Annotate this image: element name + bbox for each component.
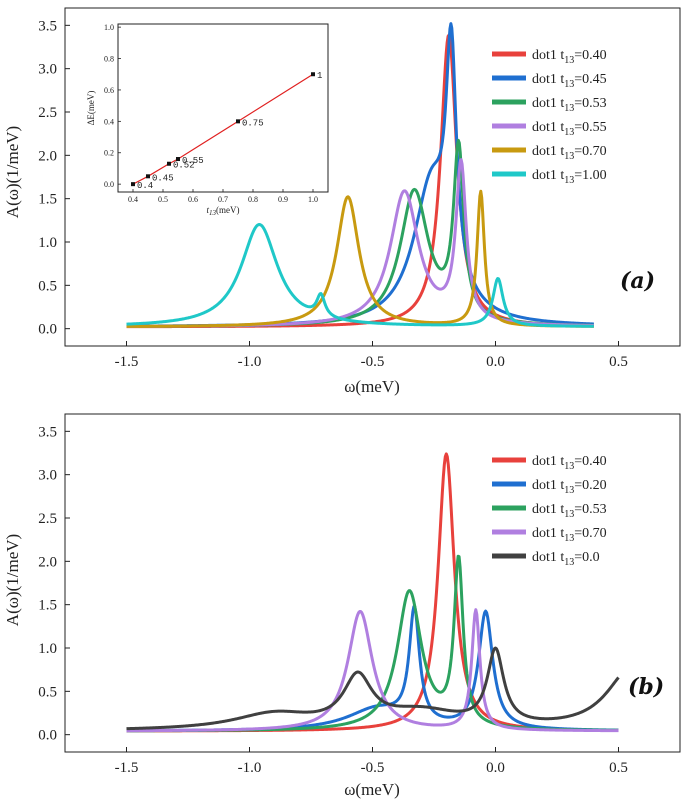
y-axis-ticks: 0.0 0.5 1.0 1.5 2.0 2.5 3.0 3.5: [38, 424, 70, 744]
y-tick-label: 0.0: [38, 322, 57, 338]
inset-y-tick-label: 0.8: [104, 55, 114, 64]
inset-x-tick-label: 0.4: [128, 195, 138, 204]
y-tick-label: 0.5: [38, 278, 57, 294]
inset-x-tick-label: 0.8: [248, 195, 258, 204]
inset-point-2: [167, 161, 171, 166]
inset-y-tick-label: 0.2: [104, 149, 114, 158]
inset-plot: 0.4 0.5 0.6 0.7 0.8 0.9 1.0 0.0 0.2 0.4 0.6 0.8 1.0 0…: [86, 23, 329, 217]
series-curves: [125, 452, 620, 733]
inset-x-axis-title: t13(meV): [206, 205, 239, 217]
y-tick-label: 2.0: [38, 554, 57, 570]
inset-point-label-5: 1: [317, 71, 322, 81]
y-tick-label: 0.5: [38, 684, 57, 700]
x-tick-label: -1.0: [238, 760, 262, 776]
inset-x-tick-label: 1.0: [308, 195, 318, 204]
y-tick-label: 1.5: [38, 598, 57, 614]
inset-point-label-2: 0.52: [173, 161, 195, 171]
inset-x-tick-label: 0.7: [218, 195, 228, 204]
x-tick-label: 0.5: [609, 354, 628, 370]
x-tick-label: -1.5: [115, 354, 139, 370]
x-tick-label: 0.0: [486, 760, 505, 776]
inset-fit-line: [132, 73, 314, 185]
x-tick-label: -0.5: [361, 354, 385, 370]
inset-frame: [117, 23, 329, 193]
inset-point-label-0: 0.4: [137, 181, 153, 191]
inset-x-tick-label: 0.5: [158, 195, 168, 204]
legend-label-3: dot1 t13=0.55: [532, 120, 607, 138]
inset-x-tick-label: 0.9: [278, 195, 288, 204]
y-axis-title: A(ω)(1/meV): [3, 534, 22, 626]
y-tick-label: 2.0: [38, 148, 57, 164]
series-line-3: [125, 608, 620, 733]
inset-y-tick-label: 0.4: [104, 117, 114, 126]
y-tick-label: 1.0: [38, 641, 57, 657]
x-tick-label: -1.5: [115, 760, 139, 776]
legend-label-0: dot1 t13=0.40: [532, 454, 607, 472]
legend-label-0: dot1 t13=0.40: [532, 48, 607, 66]
inset-point-label-1: 0.45: [152, 173, 174, 183]
inset-y-tick-label: 1.0: [104, 23, 114, 32]
legend-label-2: dot1 t13=0.53: [532, 96, 607, 114]
panel-a: -1.5 -1.0 -0.5 0.0 0.5 0.0 0.5 1.0 1.5 2.0 2.5 3.0…: [3, 7, 681, 396]
y-tick-label: 3.0: [38, 62, 57, 78]
legend-label-1: dot1 t13=0.20: [532, 478, 607, 496]
legend-label-2: dot1 t13=0.53: [532, 502, 607, 520]
inset-point-0: [131, 182, 135, 187]
legend: dot1 t13=0.40 dot1 t13=0.20 dot1 t13=0.53 d…: [492, 454, 607, 568]
x-axis-title: ω(meV): [344, 780, 400, 799]
series-line-5: [125, 223, 595, 328]
y-tick-label: 3.5: [38, 18, 57, 34]
series-line-4: [125, 189, 595, 328]
inset-point-label-4: 0.75: [242, 118, 264, 128]
y-tick-label: 3.5: [38, 424, 57, 440]
inset-point-4: [236, 119, 240, 124]
legend-label-1: dot1 t13=0.45: [532, 72, 607, 90]
x-axis-ticks: -1.5 -1.0 -0.5 0.0 0.5: [115, 341, 628, 370]
legend-label-4: dot1 t13=0.0: [532, 550, 600, 568]
inset-point-5: [311, 72, 315, 77]
y-axis-title: A(ω)(1/meV): [3, 126, 22, 218]
x-tick-label: 0.5: [609, 760, 628, 776]
inset-point-3: [176, 157, 180, 162]
y-tick-label: 0.0: [38, 728, 57, 744]
series-line-4: [125, 646, 620, 731]
legend-label-4: dot1 t13=0.70: [532, 144, 607, 162]
x-tick-label: 0.0: [486, 354, 505, 370]
y-tick-label: 1.5: [38, 192, 57, 208]
y-tick-label: 2.5: [38, 105, 57, 121]
legend-label-3: dot1 t13=0.70: [532, 526, 607, 544]
series-line-2: [125, 554, 620, 733]
series-curves: [125, 22, 595, 329]
inset-point-label-3: 0.55: [182, 156, 204, 166]
inset-y-tick-label: 0.6: [104, 86, 114, 95]
y-axis-ticks: 0.0 0.5 1.0 1.5 2.0 2.5 3.0 3.5: [38, 18, 70, 338]
x-tick-label: -1.0: [238, 354, 262, 370]
panel-label-b: (b): [628, 674, 664, 700]
panel-label-a: (a): [620, 268, 655, 294]
y-tick-label: 3.0: [38, 468, 57, 484]
legend: dot1 t13=0.40 dot1 t13=0.45 dot1 t13=0.53 d…: [492, 48, 607, 186]
inset-y-tick-label: 0.0: [104, 180, 114, 189]
panel-b: -1.5 -1.0 -0.5 0.0 0.5 0.0 0.5 1.0 1.5 2.0 2.5 3.0…: [3, 413, 681, 799]
inset-x-tick-label: 0.6: [188, 195, 198, 204]
x-tick-label: -0.5: [361, 760, 385, 776]
y-tick-label: 2.5: [38, 511, 57, 527]
legend-label-5: dot1 t13=1.00: [532, 168, 607, 186]
x-axis-ticks: -1.5 -1.0 -0.5 0.0 0.5: [115, 747, 628, 776]
y-tick-label: 1.0: [38, 235, 57, 251]
inset-y-axis-title: ΔE(meV): [86, 91, 96, 126]
inset-point-1: [146, 174, 150, 179]
x-axis-title: ω(meV): [344, 377, 400, 396]
